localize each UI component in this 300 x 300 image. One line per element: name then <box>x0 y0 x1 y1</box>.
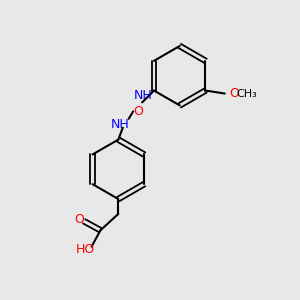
Text: HO: HO <box>76 243 95 256</box>
Text: NH: NH <box>110 118 129 131</box>
Text: O: O <box>229 87 238 100</box>
Text: NH: NH <box>134 88 153 101</box>
Text: O: O <box>75 213 85 226</box>
Text: O: O <box>133 105 143 118</box>
Text: CH₃: CH₃ <box>237 88 257 98</box>
